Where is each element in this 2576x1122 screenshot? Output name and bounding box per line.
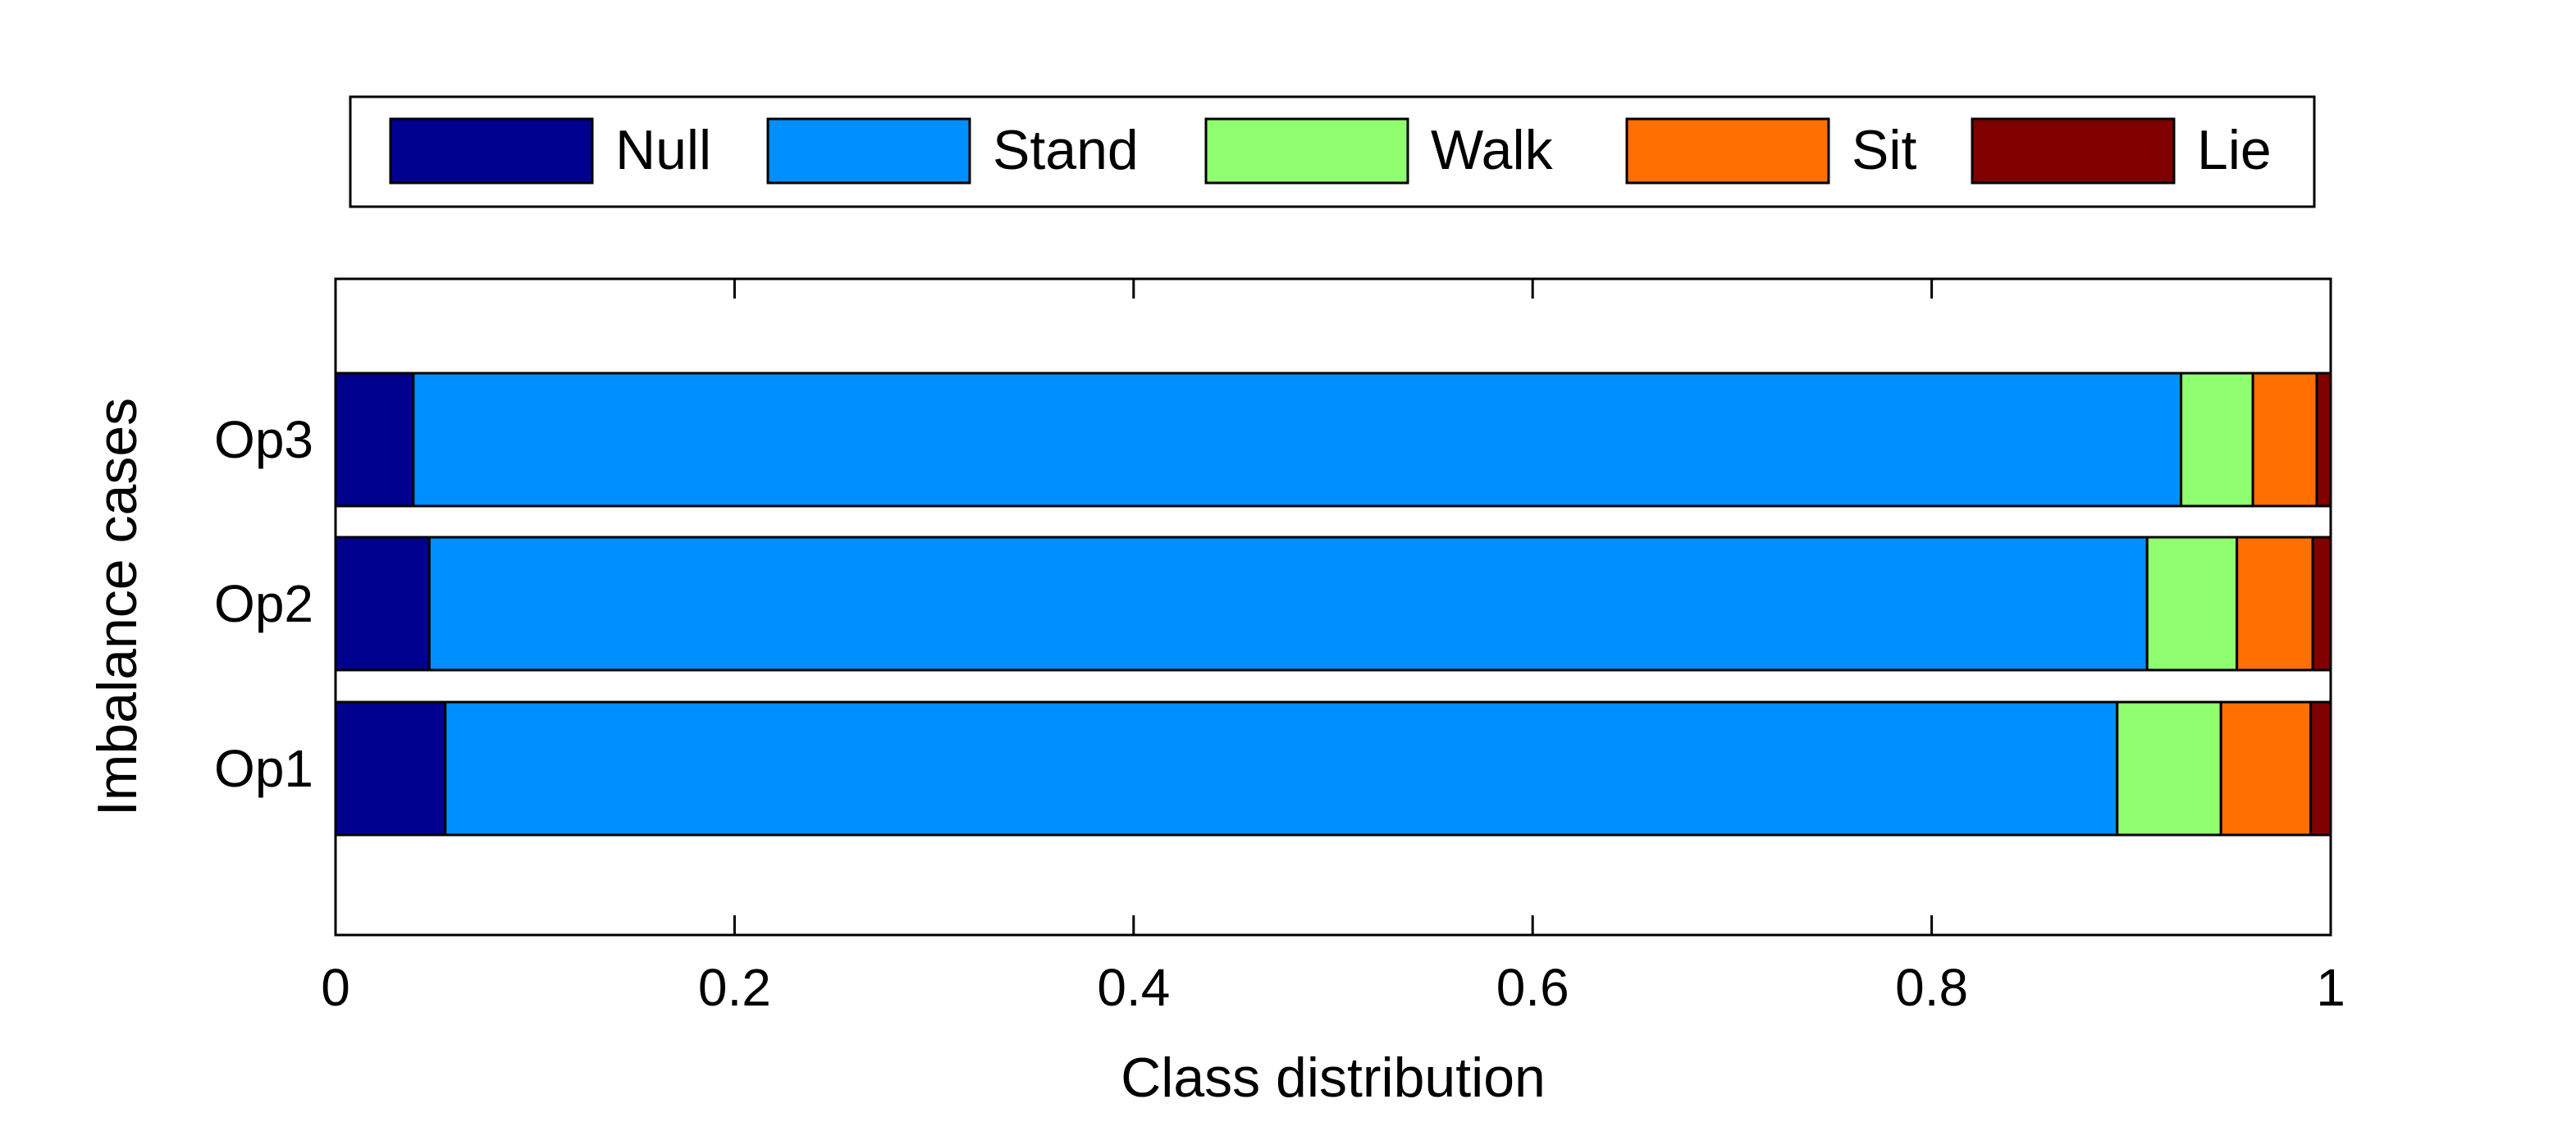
legend-label-sit: Sit [1852,119,1916,181]
legend-label-lie: Lie [2197,119,2272,181]
y-axis-label: Imbalance cases [86,398,148,816]
legend-swatch-lie [1971,117,2176,185]
legend-label-stand: Stand [993,119,1139,181]
bar-segment-op3-lie [2315,372,2332,508]
bar-segment-op3-walk [2180,372,2254,508]
legend-swatch-stand [766,117,971,185]
legend: Null Stand Walk Sit Lie [349,95,2316,208]
legend-label-walk: Walk [1431,119,1554,181]
legend-label-null: Null [615,119,711,181]
bar-segment-op2-walk [2145,536,2239,672]
y-tick-label-op3: Op3 [214,410,313,469]
x-tick-label: 0.6 [1496,958,1569,1017]
bar-segment-op1-walk [2116,700,2222,837]
x-axis-label: Class distribution [1121,1047,1546,1109]
bar-segment-op3-stand [412,372,2183,508]
x-tick-label: 1 [2316,958,2345,1017]
bars-group [334,372,2332,837]
legend-swatch-walk [1204,117,1409,185]
bar-segment-op2-null [334,536,431,672]
bar-segment-op1-null [334,700,447,837]
bar-segment-op3-sit [2251,372,2318,508]
legend-swatch-sit [1625,117,1830,185]
x-tick-label: 0 [321,958,350,1017]
x-tick-label: 0.2 [698,958,771,1017]
bar-segment-op1-lie [2309,700,2332,837]
x-tick-label: 0.8 [1895,958,1968,1017]
ticks-group: Op1 Op2 Op3 0 0.2 0.4 0.6 0.8 1 [214,279,2345,1017]
bar-segment-op3-null [334,372,415,508]
bar-segment-op1-stand [444,700,2119,837]
bar-segment-op2-stand [427,536,2149,672]
bar-segment-op2-sit [2236,536,2314,672]
bar-segment-op2-lie [2311,536,2332,672]
y-tick-label-op1: Op1 [214,739,313,798]
y-tick-label-op2: Op2 [214,574,313,633]
x-tick-label: 0.4 [1097,958,1170,1017]
legend-swatch-null [389,117,594,185]
bar-segment-op1-sit [2219,700,2313,837]
